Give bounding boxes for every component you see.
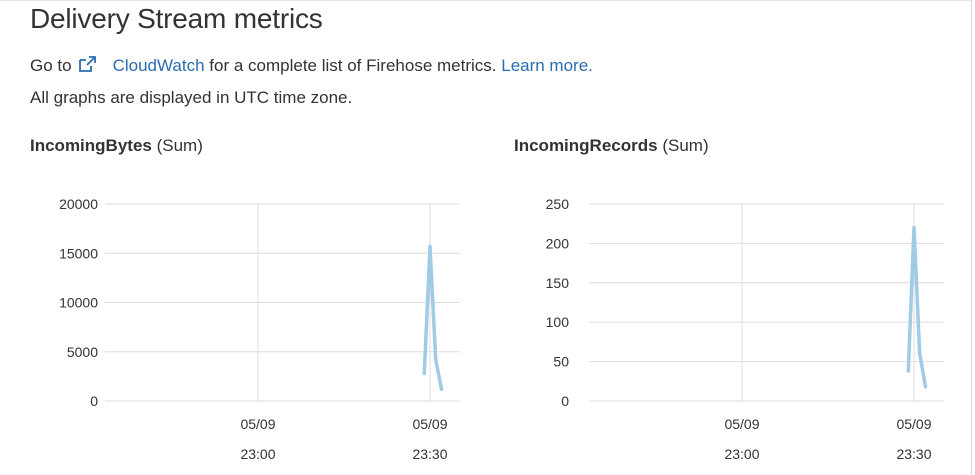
chart-title-incoming-records: IncomingRecords (Sum) [514, 136, 709, 156]
incoming-records-chart[interactable]: 250 200 150 100 50 0 05/09 23:00 05/09 23:30 [514, 191, 954, 471]
y-tick-label: 10000 [59, 295, 98, 311]
series-line [906, 225, 928, 389]
y-tick-label: 0 [561, 393, 569, 409]
x-tick-date: 05/09 [412, 416, 447, 432]
y-tick-label: 15000 [59, 245, 98, 261]
y-tick-label: 50 [553, 354, 569, 370]
y-tick-label: 0 [90, 393, 98, 409]
x-tick-date: 05/09 [240, 416, 275, 432]
page-title: Delivery Stream metrics [30, 3, 323, 34]
cloudwatch-note: Go to CloudWatch for a complete list of … [30, 56, 593, 76]
chart-metric-name: IncomingBytes [30, 136, 152, 155]
series-line [422, 244, 444, 391]
x-tick-time: 23:30 [412, 446, 447, 462]
x-tick-date: 05/09 [896, 416, 931, 432]
y-tick-label: 200 [546, 235, 570, 251]
x-tick-time: 23:00 [240, 446, 275, 462]
y-tick-label: 250 [546, 196, 570, 212]
incoming-bytes-chart[interactable]: 20000 15000 10000 5000 0 05/09 23:00 05/09 23:30 [30, 191, 470, 471]
chart-title-incoming-bytes: IncomingBytes (Sum) [30, 136, 203, 156]
external-link-icon[interactable] [78, 56, 97, 73]
chart-stat: (Sum) [662, 136, 709, 155]
y-tick-label: 20000 [59, 196, 98, 212]
x-tick-date: 05/09 [724, 416, 759, 432]
learn-more-link[interactable]: Learn more. [501, 56, 593, 75]
y-tick-label: 150 [546, 275, 570, 291]
goto-text: Go to [30, 56, 72, 75]
chart-metric-name: IncomingRecords [514, 136, 658, 155]
chart-stat: (Sum) [156, 136, 203, 155]
y-tick-label: 100 [546, 314, 570, 330]
x-tick-time: 23:00 [724, 446, 759, 462]
utc-note: All graphs are displayed in UTC time zon… [30, 88, 353, 107]
cloudwatch-link[interactable]: CloudWatch [112, 56, 205, 75]
x-tick-time: 23:30 [896, 446, 931, 462]
y-tick-label: 5000 [67, 344, 98, 360]
goto-rest-text: for a complete list of Firehose metrics. [204, 56, 497, 75]
